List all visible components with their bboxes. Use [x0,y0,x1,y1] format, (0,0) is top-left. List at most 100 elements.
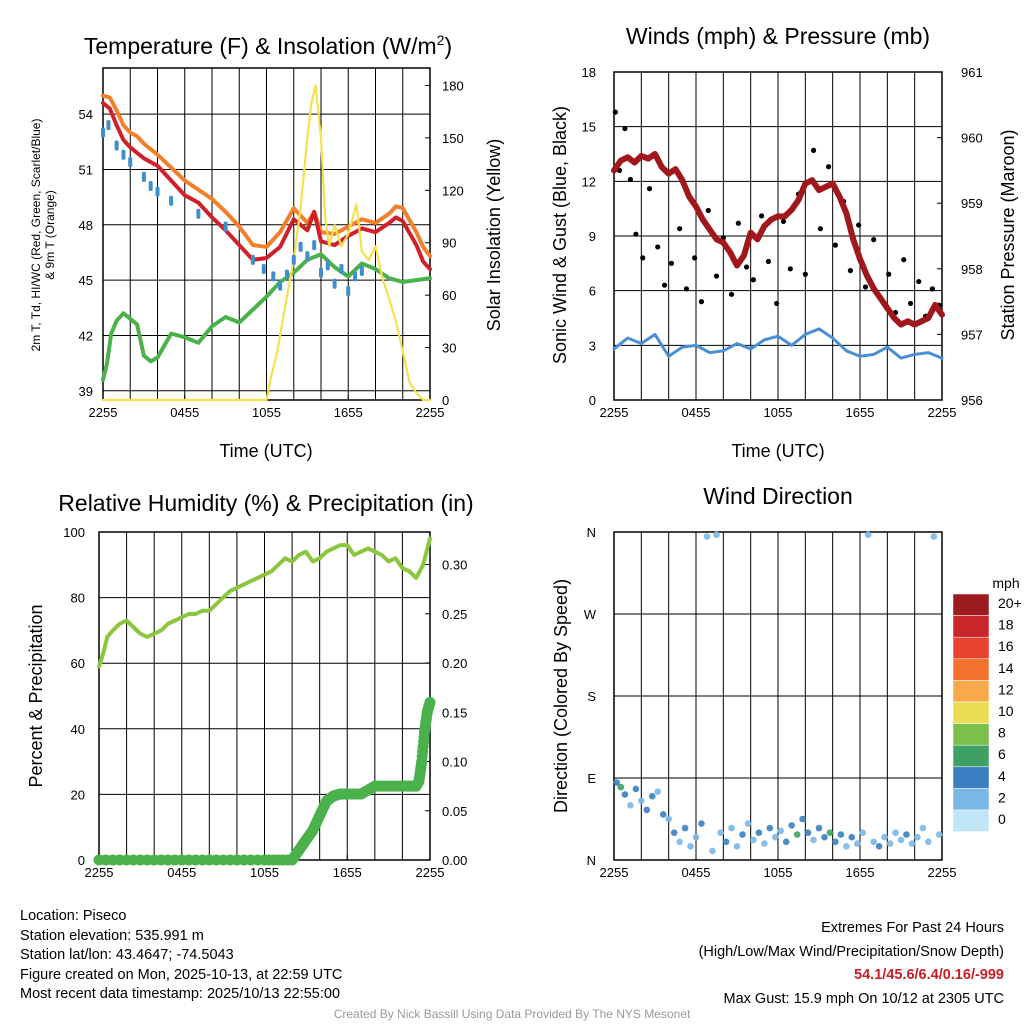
hiwc-dash [223,221,228,232]
direction-point [886,840,894,847]
direction-point [692,833,700,841]
gust-point [907,300,914,307]
x-tick-label: 2255 [416,405,445,420]
hiwc-dash [128,157,133,168]
hiwc-dash [332,278,337,289]
legend-swatch [952,615,990,638]
direction-point [804,829,812,836]
series-line-9m-t [101,93,432,259]
x-tick-label: 1655 [334,405,363,420]
y2-tick-label: 60 [442,288,456,303]
x-tick-label: 2255 [89,405,118,420]
direction-tick-label: W [584,607,597,622]
temp-chart: 2255 0455 1055 1655 2255 39 42 45 48 51 54 0 30 60 90 1… [79,67,464,420]
direction-point [627,802,634,809]
legend-swatch [952,680,990,703]
series-line-td [101,252,432,382]
wind-y2-axis-label: Station Pressure (Maroon) [998,129,1018,340]
y-tick-label: 80 [71,591,85,606]
y2-tick-label: 956 [961,393,983,408]
direction-point [837,831,845,838]
gust-point [640,255,646,261]
latlon-line: Station lat/lon: 43.4647; -74.5043 [20,947,234,964]
y-tick-label: 42 [79,328,93,343]
direction-point [897,836,905,844]
direction-point [632,785,640,793]
temp-chart-title: Temperature (F) & Insolation (W/m2) [84,32,452,59]
location-line: Location: Piseco [20,908,127,924]
gust-point [655,244,661,250]
legend-label: 6 [998,746,1006,762]
x-tick-label: 2255 [600,405,629,420]
legend-label: 10 [998,703,1014,719]
x-tick-label: 0455 [682,405,711,420]
gust-point [668,260,675,266]
y-tick-label: 6 [589,284,596,299]
y2-tick-label: 0.05 [442,804,467,819]
direction-point [903,831,910,838]
legend-label: 16 [998,638,1014,654]
direction-point [621,791,629,798]
gust-point [743,264,750,270]
direction-point [881,833,888,841]
direction-point [832,838,839,846]
y-tick-label: 3 [589,338,596,353]
x-tick-label: 2255 [85,865,114,880]
legend-swatch [952,788,990,811]
series-line-2m-t [101,101,432,272]
temp-y-axis-label-1: 2m T, Td, HI/WC (Red, Green, Scarlet/Blu… [29,119,43,352]
hiwc-dash [121,149,126,160]
gust-point [705,207,711,214]
direction-point [617,783,625,791]
direction-point [713,531,720,539]
y2-tick-label: 0.20 [442,656,467,671]
hiwc-dash [325,260,330,271]
wind-y-axis-label: Sonic Wind & Gust (Blue, Black) [550,106,570,364]
x-tick-label: 2255 [600,865,629,880]
extremes-info: Extremes For Past 24 Hours (High/Low/Max… [699,917,1004,1011]
direction-point [777,827,785,835]
direction-point [771,833,779,841]
direction-point [613,779,621,786]
direction-tick-label: S [587,689,596,704]
x-tick-label: 1055 [250,865,279,880]
direction-point [670,829,678,836]
x-tick-label: 1055 [764,865,793,880]
hiwc-dash [271,271,276,282]
gust-point [612,109,618,115]
direction-point [810,836,817,844]
y-tick-label: 15 [582,120,596,135]
extremes-subheading: (High/Low/Max Wind/Precipitation/Snow De… [698,943,1004,960]
y2-tick-label: 0.30 [442,558,467,573]
y2-tick-label: 30 [442,341,456,356]
y-tick-label: 60 [71,656,85,671]
direction-point [665,815,672,823]
y-tick-label: 51 [79,162,93,177]
direction-tick-label: N [587,853,596,868]
hiwc-dash [261,264,266,275]
legend-swatch [952,766,990,789]
direction-point [826,829,834,836]
direction-point [703,533,711,540]
y2-tick-label: 960 [961,131,983,146]
gust-point [677,226,683,232]
direction-point [733,843,741,850]
hiwc-dash [101,127,105,138]
temp-y2-axis-label: Solar Insolation (Yellow) [484,139,504,331]
gust-point [750,277,757,283]
timestamp-line: Most recent data timestamp: 2025/10/13 2… [20,986,341,1003]
gust-point [759,213,765,219]
max-gust-line: Max Gust: 15.9 mph On 10/12 at 2305 UTC [723,990,1004,1007]
hiwc-dash [155,186,160,197]
gust-point [633,231,639,237]
gust-point [825,164,832,170]
precip-point [424,696,436,708]
direction-point [648,792,656,800]
gust-point [780,218,787,225]
x-tick-label: 0455 [682,865,711,880]
x-tick-label: 2255 [928,865,957,880]
gust-point [735,220,741,226]
direction-point [681,824,689,832]
direction-point [864,531,872,539]
